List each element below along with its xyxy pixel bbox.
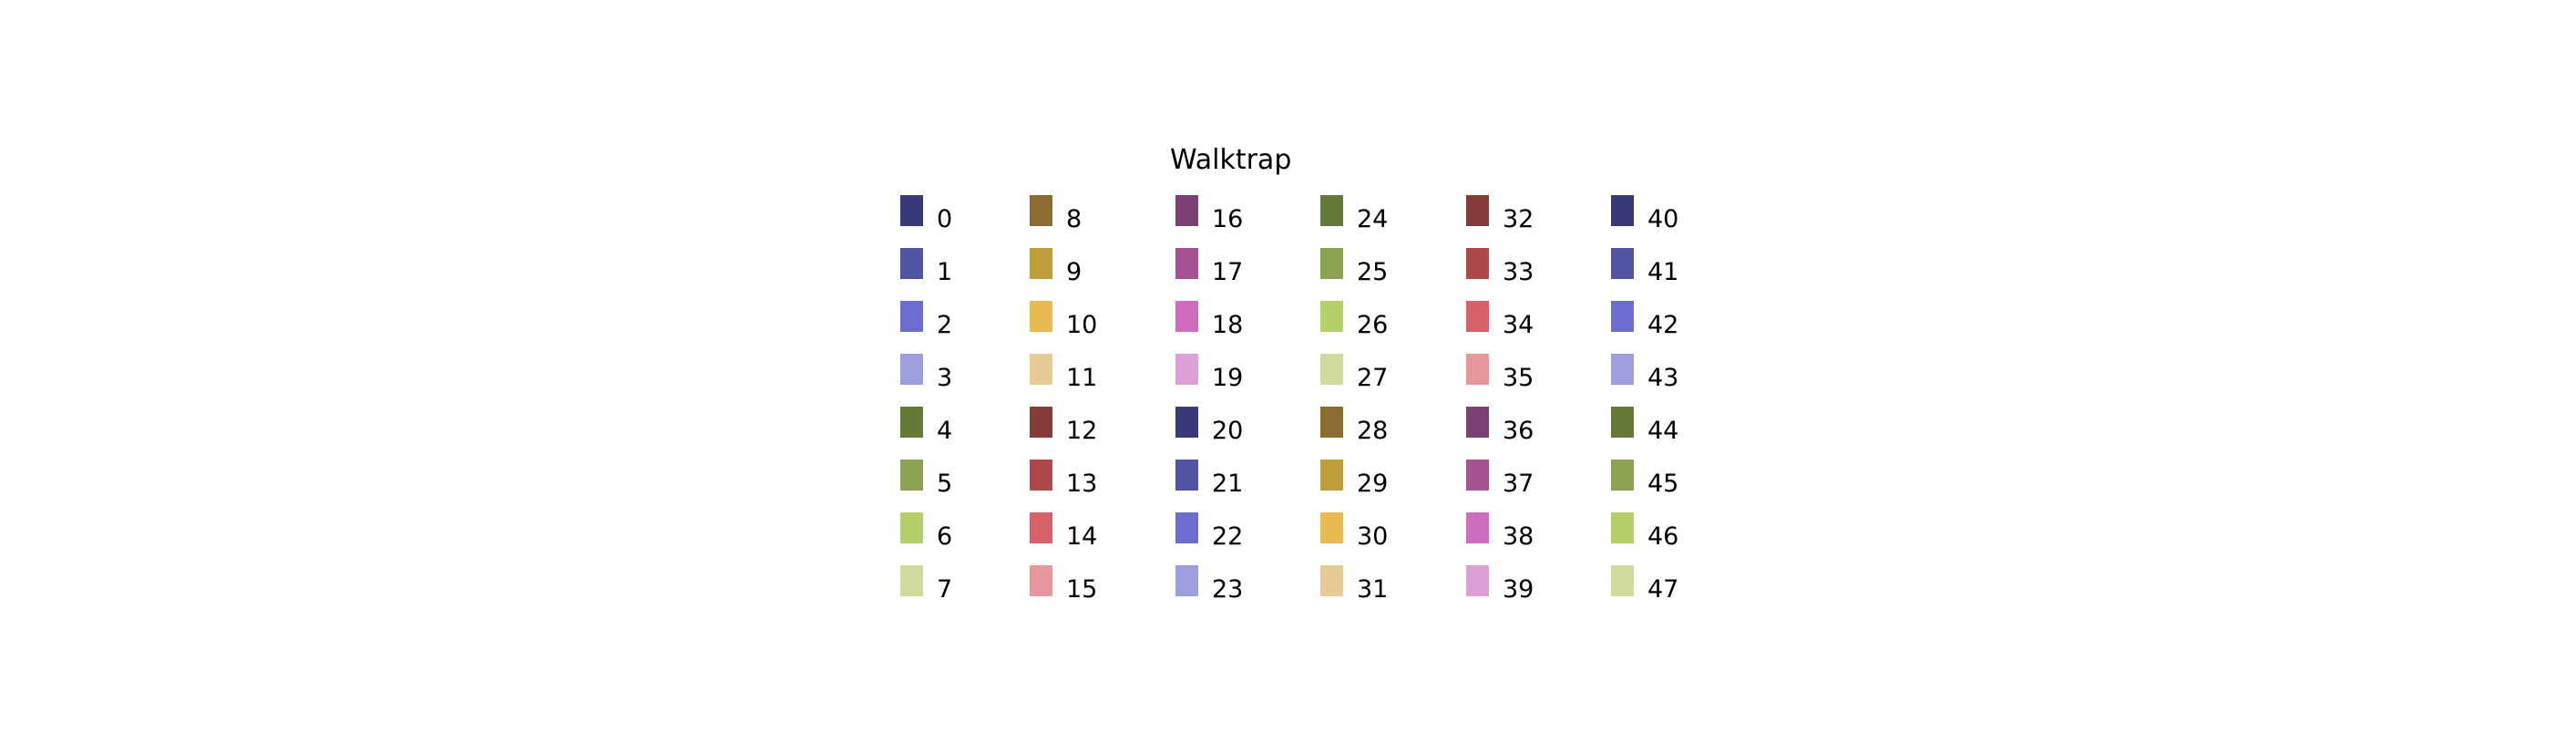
legend-label: 26 [1357,311,1389,339]
legend-swatch [1030,565,1052,596]
legend-swatch [1175,460,1198,491]
legend-label: 2 [937,311,953,339]
legend-swatch [1611,565,1634,596]
legend-label: 15 [1066,575,1098,604]
legend-swatch [1030,354,1052,385]
legend-label: 44 [1647,417,1679,445]
legend-label: 3 [937,364,953,392]
legend-label: 45 [1647,470,1679,498]
legend-swatch [1466,512,1489,543]
legend-label: 28 [1357,417,1389,445]
legend-label: 35 [1503,364,1534,392]
legend-swatch [1466,195,1489,226]
legend-swatch [1320,565,1343,596]
legend-label: 7 [937,575,953,604]
legend-swatch [1030,460,1052,491]
legend-swatch [1030,248,1052,279]
legend-label: 24 [1357,205,1389,233]
legend-swatch [1175,512,1198,543]
legend-swatch [1175,354,1198,385]
legend-label: 8 [1066,205,1083,233]
legend-title: Walktrap [1170,144,1292,176]
legend-label: 16 [1212,205,1244,233]
legend-swatch [1320,460,1343,491]
legend-swatch [1320,354,1343,385]
legend-swatch [900,565,923,596]
legend-swatch [1320,407,1343,438]
legend-swatch [1320,301,1343,332]
legend-label: 10 [1066,311,1098,339]
legend-label: 32 [1503,205,1534,233]
legend-swatch [1175,195,1198,226]
legend-swatch [1175,565,1198,596]
legend-label: 31 [1357,575,1389,604]
legend-label: 39 [1503,575,1534,604]
legend-label: 5 [937,470,953,498]
legend-swatch [1320,512,1343,543]
legend-swatch [1611,248,1634,279]
legend-label: 33 [1503,258,1534,286]
legend-swatch [900,354,923,385]
legend-label: 34 [1503,311,1534,339]
legend-swatch [1611,301,1634,332]
legend-label: 41 [1647,258,1679,286]
legend-label: 11 [1066,364,1098,392]
legend-swatch [1466,301,1489,332]
legend-swatch [1175,407,1198,438]
legend-swatch [1611,354,1634,385]
legend-label: 25 [1357,258,1389,286]
legend-label: 40 [1647,205,1679,233]
legend-label: 43 [1647,364,1679,392]
legend-swatch [1466,354,1489,385]
legend-swatch [1466,460,1489,491]
legend-label: 21 [1212,470,1244,498]
legend-label: 1 [937,258,953,286]
legend-label: 23 [1212,575,1244,604]
legend-label: 36 [1503,417,1534,445]
legend-label: 0 [937,205,953,233]
legend-label: 4 [937,417,953,445]
legend-swatch [1466,248,1489,279]
legend-swatch [1611,460,1634,491]
legend-swatch [900,301,923,332]
legend-label: 29 [1357,470,1389,498]
legend-label: 17 [1212,258,1244,286]
legend-label: 13 [1066,470,1098,498]
legend-label: 42 [1647,311,1679,339]
legend-swatch [1030,407,1052,438]
legend-label: 38 [1503,522,1534,551]
legend-label: 9 [1066,258,1083,286]
legend-swatch [1611,195,1634,226]
legend-label: 12 [1066,417,1098,445]
legend-swatch [900,512,923,543]
legend-swatch [1030,195,1052,226]
legend-swatch [900,407,923,438]
legend-label: 14 [1066,522,1098,551]
legend-swatch [900,460,923,491]
legend-label: 22 [1212,522,1244,551]
legend-label: 6 [937,522,953,551]
legend-swatch [1466,565,1489,596]
legend-swatch [900,248,923,279]
legend-label: 20 [1212,417,1244,445]
legend-swatch [900,195,923,226]
legend-label: 37 [1503,470,1534,498]
legend-label: 18 [1212,311,1244,339]
legend-swatch [1030,301,1052,332]
legend-label: 19 [1212,364,1244,392]
legend-swatch [1320,195,1343,226]
legend-swatch [1611,512,1634,543]
legend-swatch [1175,248,1198,279]
legend-label: 30 [1357,522,1389,551]
legend-swatch [1030,512,1052,543]
legend-label: 47 [1647,575,1679,604]
legend-label: 46 [1647,522,1679,551]
legend-swatch [1320,248,1343,279]
legend-swatch [1175,301,1198,332]
legend-swatch [1611,407,1634,438]
legend-swatch [1466,407,1489,438]
legend-label: 27 [1357,364,1389,392]
